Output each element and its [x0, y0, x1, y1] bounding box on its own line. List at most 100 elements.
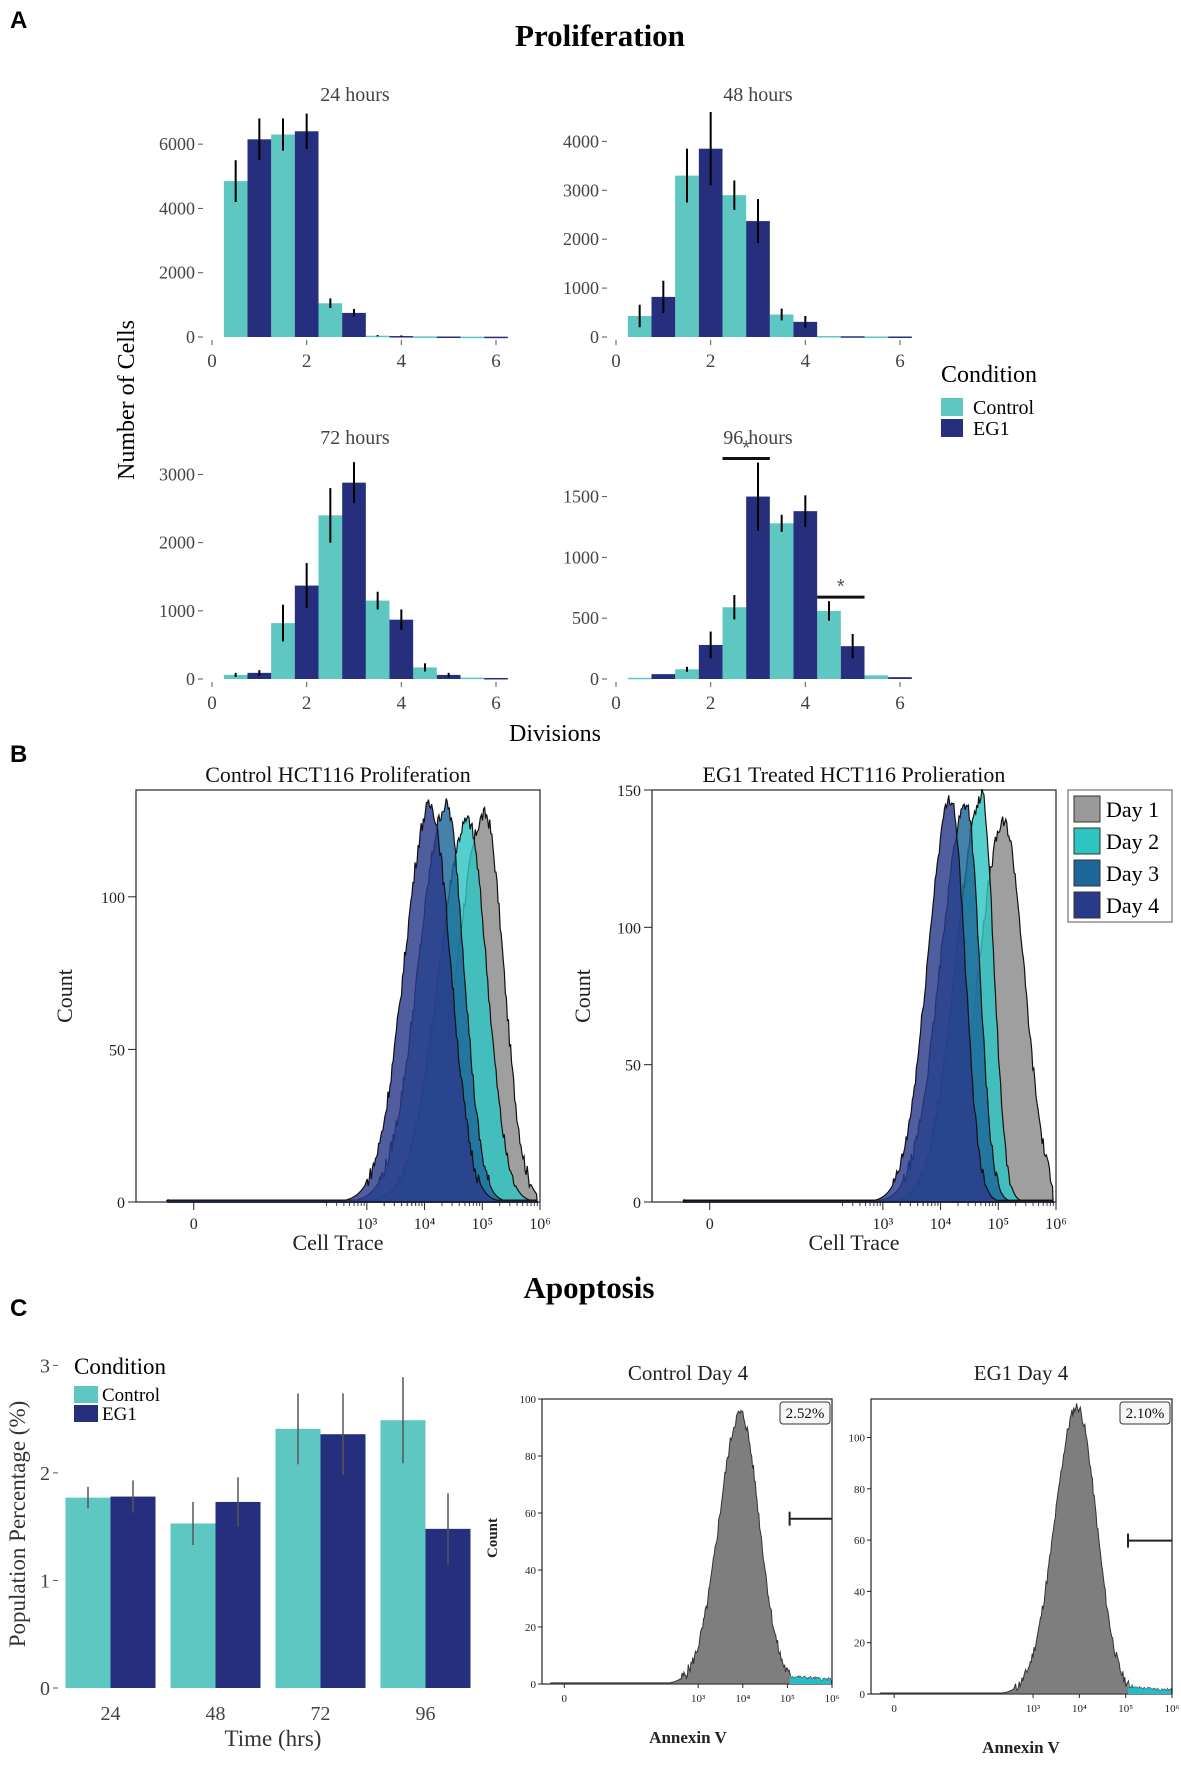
gate-percentage-box	[779, 1401, 831, 1425]
y-tick-label: 1	[40, 1570, 50, 1592]
panel-b-legend-label-day4: Day 4	[1106, 893, 1159, 918]
x-tick-label: 6	[491, 693, 501, 714]
bar-eg1	[651, 674, 676, 679]
facet-title: 96 hours	[723, 427, 793, 449]
bar-control	[380, 1420, 426, 1688]
bar-control	[413, 336, 437, 338]
proliferation-title: Proliferation	[515, 18, 685, 53]
bar-eg1	[484, 336, 508, 339]
bar-eg1	[342, 312, 366, 337]
y-tick-label: 100	[101, 890, 125, 907]
y-tick-label: 0	[117, 1195, 125, 1212]
bar-eg1	[746, 496, 770, 679]
x-tick-label: 10⁵	[987, 1216, 1009, 1233]
annexin-positive-region	[789, 1674, 832, 1684]
x-tick-label: 0	[207, 351, 217, 372]
x-tick-label: 10⁴	[1072, 1703, 1087, 1715]
bar-control	[864, 336, 889, 339]
panel-a-legend-title: Condition	[941, 362, 1037, 388]
y-axis-label: Count	[570, 969, 595, 1023]
x-tick-label: 2	[706, 693, 716, 714]
bar-eg1	[436, 674, 461, 679]
bar-eg1	[215, 1501, 261, 1688]
x-tick-label: 48	[206, 1703, 226, 1725]
x-tick-label: 10⁶	[825, 1693, 840, 1705]
bar-eg1	[342, 482, 366, 679]
bar-eg1	[746, 221, 770, 337]
panel-c-legend-swatch-eg1	[74, 1405, 98, 1422]
bar-eg1	[247, 139, 272, 337]
gate-percentage-label: 2.10%	[1126, 1406, 1165, 1422]
bar-control	[170, 1523, 216, 1688]
y-tick-label: 0	[186, 327, 195, 347]
bar-eg1	[247, 672, 272, 679]
x-axis-label: Annexin V	[649, 1728, 727, 1747]
x-tick-label: 2	[302, 693, 312, 714]
bar-control	[365, 335, 390, 338]
x-tick-label: 0	[611, 693, 621, 714]
significance-marker: *	[837, 576, 845, 598]
y-tick-label: 0	[531, 1679, 537, 1691]
chart-title: Control Day 4	[628, 1361, 749, 1385]
x-tick-label: 10⁴	[930, 1216, 952, 1233]
x-axis-label: Time (hrs)	[225, 1726, 322, 1751]
x-tick-label: 10⁴	[735, 1693, 750, 1705]
panel-b-legend-swatch-day2	[1073, 827, 1101, 855]
panel-b-legend: Day 1 Day 2 Day 3 Day 4	[1067, 789, 1173, 923]
y-tick-label: 20	[854, 1638, 866, 1650]
bar-control	[318, 515, 343, 679]
y-tick-label: 50	[109, 1042, 125, 1059]
y-tick-label: 1500	[563, 487, 599, 507]
bar-control	[722, 607, 747, 679]
y-tick-label: 2	[40, 1463, 50, 1485]
chart-title: Control HCT116 Proliferation	[205, 762, 471, 787]
x-tick-label: 96	[416, 1703, 436, 1725]
bar-eg1	[793, 511, 818, 679]
panel-a-xlabel: Divisions	[509, 721, 601, 747]
x-tick-label: 0	[190, 1216, 198, 1233]
bar-control	[223, 674, 248, 679]
x-tick-label: 10⁶	[1165, 1703, 1180, 1715]
annexin-histogram	[879, 1403, 1172, 1695]
y-tick-label: 150	[617, 783, 641, 800]
histogram-day-4	[682, 795, 1054, 1203]
y-tick-label: 40	[854, 1586, 866, 1598]
annexin-histogram	[550, 1409, 832, 1685]
y-tick-label: 6000	[159, 134, 195, 154]
bar-control	[864, 675, 889, 679]
x-tick-label: 10⁶	[1045, 1216, 1067, 1233]
y-tick-label: 80	[525, 1451, 537, 1463]
panel-a-ylabel: Number of Cells	[114, 320, 140, 480]
bar-control	[65, 1497, 111, 1688]
bar-eg1	[294, 131, 319, 337]
y-axis-label: Count	[52, 969, 77, 1023]
x-tick-label: 10³	[1026, 1703, 1041, 1715]
chart-apoptosis-bar: Population Percentage (%) Time (hrs) 0 1 2 3 2…	[5, 1355, 471, 1751]
y-tick-label: 3000	[563, 180, 599, 200]
y-tick-label: 4000	[563, 131, 599, 151]
bar-control	[722, 195, 747, 337]
bar-control	[675, 175, 699, 337]
chart-control-annexin: Control Day 4 Annexin V Count 0 20 40 60 80 100 0…	[485, 1361, 840, 1747]
x-tick-label: 10⁵	[1118, 1703, 1133, 1715]
bar-eg1	[793, 321, 818, 337]
chart-control-histogram: Control HCT116 Proliferation Cell Trace Co…	[52, 762, 551, 1255]
bar-eg1	[294, 585, 319, 679]
panel-b-legend-swatch-day4	[1073, 891, 1101, 919]
panel-a-legend-label-eg1: EG1	[973, 418, 1010, 440]
x-tick-label: 6	[895, 693, 905, 714]
bar-eg1	[320, 1434, 366, 1688]
bar-control	[275, 1428, 321, 1688]
x-tick-label: 10⁵	[780, 1693, 795, 1705]
chart-title: EG1 Day 4	[974, 1361, 1069, 1385]
y-tick-label: 0	[186, 669, 195, 689]
x-tick-label: 6	[895, 351, 905, 372]
gate-percentage-label: 2.52%	[786, 1406, 825, 1422]
panel-letter-b: B	[10, 741, 27, 768]
panel-a-legend-swatch-control	[941, 398, 963, 416]
x-tick-label: 4	[801, 351, 811, 372]
bar-eg1	[840, 336, 865, 338]
facet-title: 72 hours	[320, 427, 390, 449]
x-tick-label: 10³	[691, 1693, 706, 1705]
x-axis-label: Cell Trace	[808, 1230, 899, 1255]
